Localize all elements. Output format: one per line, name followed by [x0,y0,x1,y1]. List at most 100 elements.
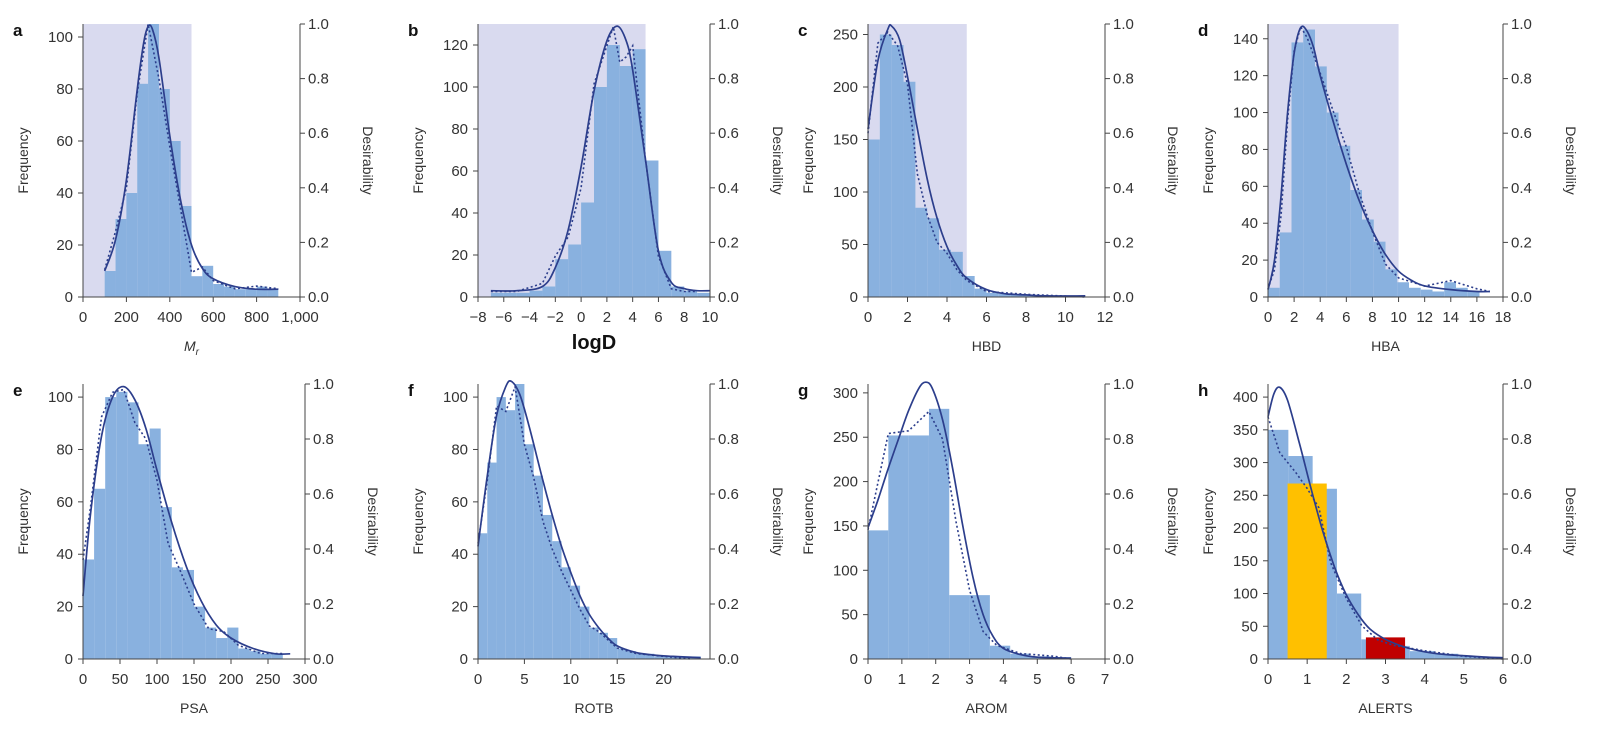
bar-d-1 [1279,232,1292,297]
y-tick-label: 60 [451,163,468,180]
x-axis-label: ALERTS [1358,700,1412,716]
bar-f-6 [533,475,543,659]
bar-e-4 [127,402,139,659]
bar-d-9 [1373,241,1386,297]
bar-d-6 [1338,145,1351,297]
bar-f-8 [552,541,562,659]
bar-a-5 [158,89,170,297]
y-tick-label: 20 [56,237,73,254]
y2-axis-label: Desirability [1165,487,1181,555]
y2-tick-label: 0.0 [1511,289,1532,306]
y2-tick-label: 1.0 [1511,376,1532,393]
bar-e-15 [249,651,261,659]
desirability-line [490,26,698,293]
bar-e-17 [271,653,283,659]
x-tick-label: −8 [469,309,486,326]
bar-h-6 [1409,651,1435,659]
bar-g-2 [908,435,929,659]
y-tick-label: 80 [451,441,468,458]
y2-tick-label: 0.6 [1113,125,1134,142]
bar-d-3 [1303,29,1315,297]
fit-curve [1267,25,1490,293]
bar-a-10 [213,284,225,297]
x-tick-label: 12 [1097,309,1114,326]
x-tick-label: 1,000 [281,309,319,326]
bar-h-0 [1268,429,1289,659]
y2-tick-label: 0.2 [1113,596,1134,613]
bar-f-10 [570,585,581,659]
y-tick-label: 50 [841,237,858,254]
y2-tick-label: 0.8 [1511,71,1532,88]
x-tick-label: 0 [1264,309,1272,326]
bar-f-18 [645,653,655,659]
bar-g-4 [949,595,970,659]
y-tick-label: 60 [56,133,73,150]
bar-d-7 [1350,190,1362,297]
y2-axis-label: Desirability [1563,487,1579,555]
y2-axis-label: Desirability [1563,126,1579,194]
x-tick-label: −2 [547,309,564,326]
bar-e-13 [227,627,239,659]
bar-d-17 [1467,291,1480,297]
x-tick-label: 250 [255,671,280,688]
fit-curve [490,25,711,292]
y-tick-label: 0 [1250,289,1258,306]
y-tick-label: 60 [451,494,468,511]
panel-letter: h [1198,381,1208,400]
y2-axis-label: Desirability [770,487,786,555]
y-axis-label: Frequency [15,127,31,193]
bar-e-5 [138,444,150,659]
panel-letter: c [798,21,807,40]
y2-tick-label: 0.0 [308,289,329,306]
x-tick-label: 0 [1264,671,1272,688]
y-axis-label: Frequency [1200,127,1216,193]
y-tick-label: 80 [1241,141,1258,158]
y-tick-label: 60 [56,494,73,511]
panel-letter: f [408,381,414,400]
y2-tick-label: 0.0 [1113,289,1134,306]
y-tick-label: 0 [460,651,468,668]
y-tick-label: 0 [850,289,858,306]
x-tick-label: 14 [1442,309,1459,326]
x-tick-label: 2 [932,671,940,688]
panel-letter: a [13,21,23,40]
bar-f-1 [487,462,497,659]
y2-axis-label: Desirability [365,487,381,555]
bar-a-4 [148,24,159,297]
x-tick-label: 6 [1067,671,1075,688]
bar-e-10 [194,606,206,659]
bar-e-3 [116,391,128,659]
y2-tick-label: 1.0 [313,376,334,393]
x-tick-label: 16 [1469,309,1486,326]
bar-a-3 [137,83,149,297]
y-tick-label: 300 [833,385,858,402]
bar-a-6 [169,141,181,297]
y-tick-label: 100 [443,79,468,96]
x-tick-label: 10 [1057,309,1074,326]
x-tick-label: 10 [1390,309,1407,326]
bar-b-1 [503,292,517,297]
panel-e: 0 50 100 150 200 250 300 0 20 40 60 80 100 0.0 0.2 0.4 0… [13,376,381,716]
bar-c-11 [998,293,1011,297]
bar-e-6 [149,428,161,659]
bar-e-7 [160,507,172,659]
bar-c-6 [939,249,951,297]
bar-f-9 [561,567,571,659]
y2-tick-label: 0.4 [718,180,739,197]
y-tick-label: 40 [451,546,468,563]
x-tick-label: 4 [999,671,1007,688]
y2-tick-label: 0.4 [1113,541,1134,558]
bar-b-11 [632,49,646,298]
x-tick-label: 5 [520,671,528,688]
y-tick-label: 20 [56,599,73,616]
x-tick-label: 150 [181,671,206,688]
desirability-line [867,410,1072,660]
bar-b-6 [568,244,582,297]
bar-d-12 [1409,287,1421,297]
bar-c-10 [986,292,999,297]
y2-tick-label: 0.2 [718,596,739,613]
x-axis-label: PSA [180,700,209,716]
panel-a: 0 200 400 600 800 1,000 0 20 40 60 80 100 0.0 0.2 0.4 0… [13,16,376,358]
y-axis-label: Frequency [410,488,426,554]
y-axis-label: Frequency [800,127,816,193]
